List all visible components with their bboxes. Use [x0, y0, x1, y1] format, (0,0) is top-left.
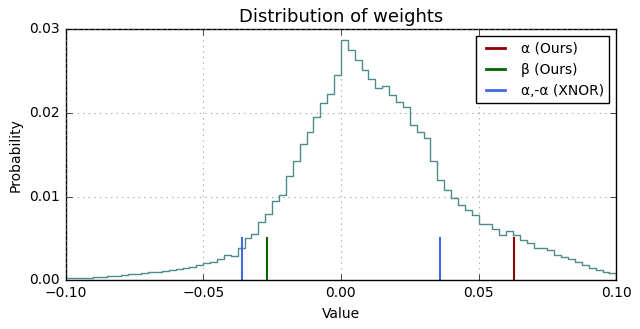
Y-axis label: Probability: Probability	[8, 118, 22, 192]
Legend: α (Ours), β (Ours), α,-α (XNOR): α (Ours), β (Ours), α,-α (XNOR)	[476, 36, 609, 103]
Title: Distribution of weights: Distribution of weights	[239, 8, 443, 26]
X-axis label: Value: Value	[322, 307, 360, 321]
